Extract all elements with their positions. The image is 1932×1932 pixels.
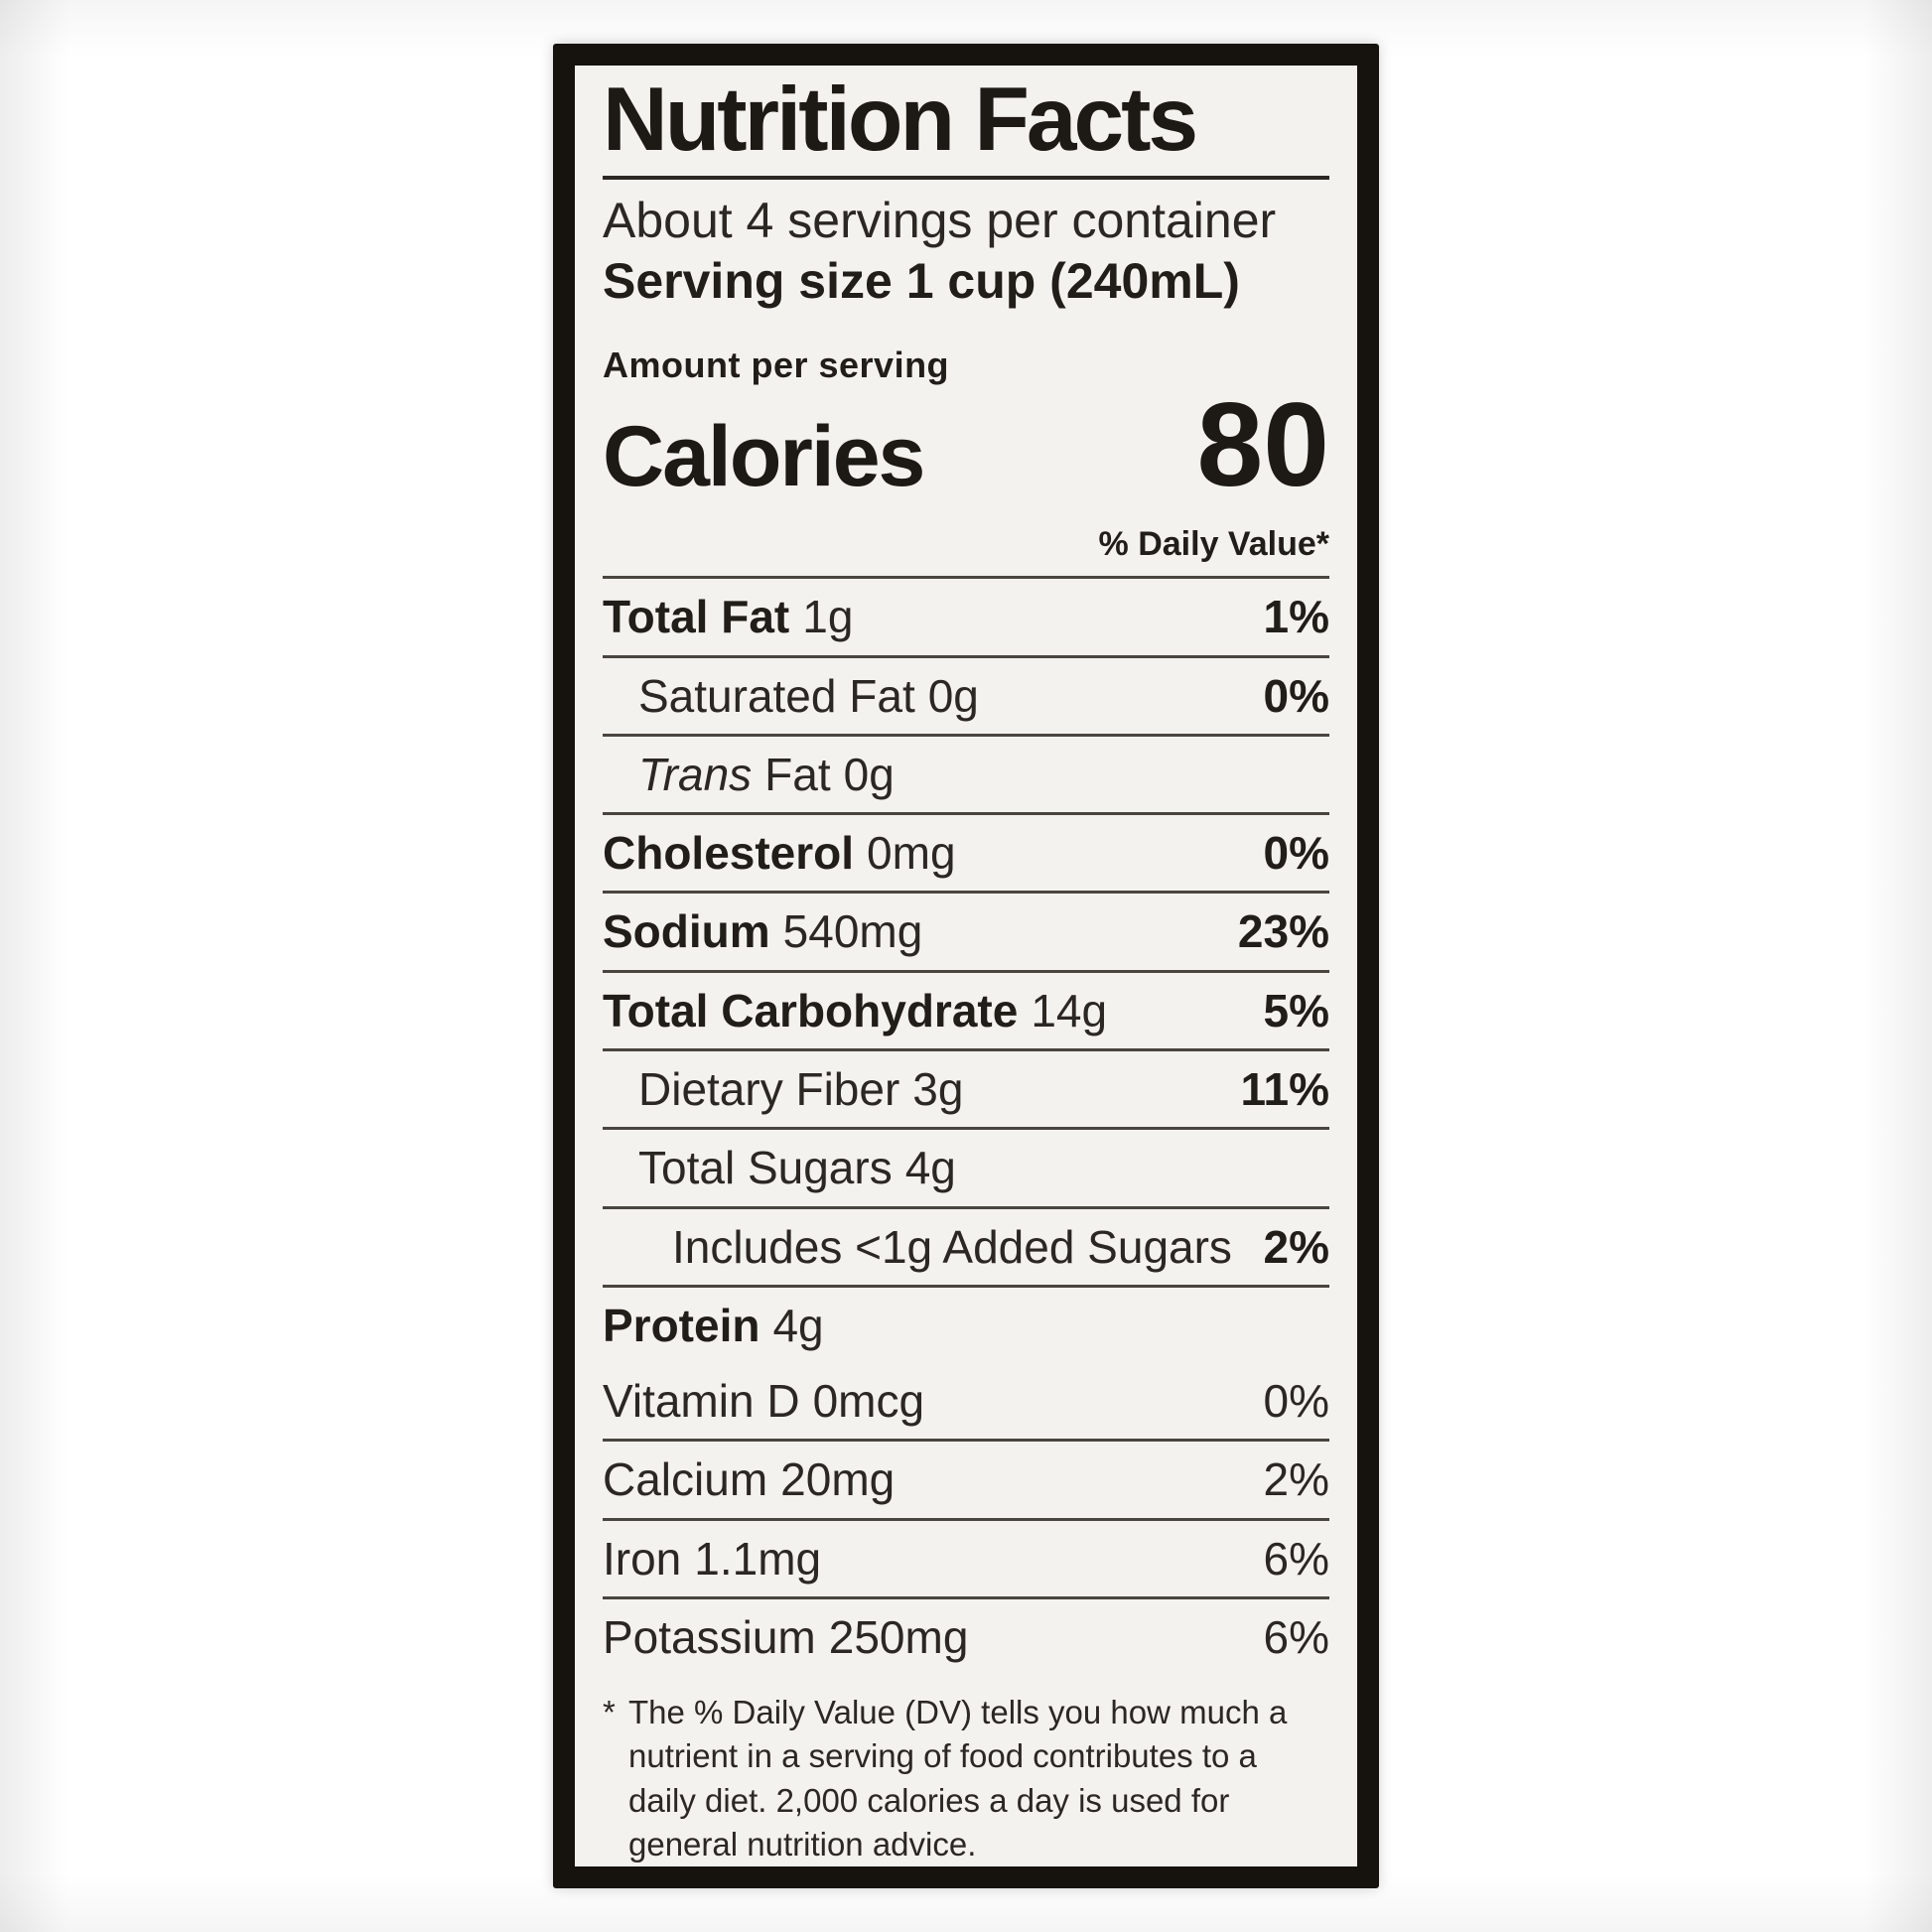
nutrient-dv: 5%: [1263, 984, 1329, 1036]
micronutrient-name: Calcium: [603, 1453, 768, 1506]
nutrient-row-protein: Protein 4g: [603, 1284, 1329, 1363]
nutrient-amount: 3g: [912, 1063, 964, 1116]
nutrient-dv: 11%: [1240, 1063, 1329, 1116]
nutrient-rows: Total Fat 1g 1% Saturated Fat 0g 0% Tran…: [603, 576, 1329, 1363]
nutrient-name: Total Fat: [603, 591, 790, 643]
nutrient-row-saturated-fat: Saturated Fat 0g 0%: [603, 654, 1329, 734]
micronutrient-dv: 6%: [1263, 1610, 1329, 1663]
nutrient-name: Saturated Fat: [638, 669, 915, 722]
nutrient-name: Protein: [603, 1299, 760, 1351]
nutrient-name-italic: Trans: [638, 748, 753, 800]
micronutrient-dv: 2%: [1263, 1453, 1329, 1506]
micronutrient-name: Potassium: [603, 1610, 816, 1663]
serving-size-label: Serving size: [603, 253, 893, 310]
nutrition-label-content: Nutrition Facts About 4 servings per con…: [575, 66, 1357, 1866]
calories-value: 80: [1196, 378, 1329, 512]
calories-label: Calories: [603, 409, 925, 505]
nutrient-amount: 0mg: [867, 827, 956, 880]
micronutrient-rows: Vitamin D 0mcg 0% Calcium 20mg 2% Iron: [603, 1363, 1329, 1675]
nutrient-dv: 0%: [1263, 827, 1329, 880]
micronutrient-row-iron: Iron 1.1mg 6%: [603, 1517, 1329, 1596]
nutrient-name: Sodium: [603, 905, 770, 958]
nutrient-amount: 0g: [927, 669, 979, 722]
micronutrient-amount: 250mg: [828, 1610, 969, 1663]
amount-per-serving-label: Amount per serving: [603, 345, 950, 386]
micronutrient-row-calcium: Calcium 20mg 2%: [603, 1439, 1329, 1517]
nutrient-amount: 540mg: [782, 905, 923, 958]
nutrient-row-cholesterol: Cholesterol 0mg 0%: [603, 812, 1329, 891]
calories-row: Calories 80: [603, 378, 1329, 512]
nutrient-dv: 2%: [1263, 1220, 1329, 1273]
micronutrient-amount: 0mcg: [812, 1375, 925, 1428]
nutrient-dv: 0%: [1263, 669, 1329, 722]
micronutrient-dv: 0%: [1263, 1375, 1329, 1428]
nutrient-dv: 1%: [1263, 591, 1329, 643]
serving-size-line: Serving size 1 cup (240mL): [603, 251, 1329, 311]
nutrient-row-sodium: Sodium 540mg 23%: [603, 891, 1329, 969]
micronutrient-amount: 1.1mg: [694, 1532, 822, 1585]
footnote-text: The % Daily Value (DV) tells you how muc…: [628, 1694, 1288, 1863]
nutrient-row-dietary-fiber: Dietary Fiber 3g 11%: [603, 1048, 1329, 1127]
footnote-asterisk: *: [603, 1694, 616, 1731]
micronutrient-amount: 20mg: [780, 1453, 896, 1506]
nutrient-amount: 4g: [772, 1299, 824, 1351]
servings-per-container: About 4 servings per container: [603, 192, 1277, 248]
daily-value-header: % Daily Value*: [1098, 525, 1329, 564]
nutrient-name: Total Sugars: [638, 1142, 893, 1194]
nutrient-row-total-sugars: Total Sugars 4g: [603, 1127, 1329, 1205]
serving-size-value: 1 cup (240mL): [905, 253, 1240, 310]
nutrient-name: Fat: [764, 748, 831, 800]
micronutrient-row-vitamin-d: Vitamin D 0mcg 0%: [603, 1363, 1329, 1439]
micronutrient-name: Vitamin D: [603, 1375, 800, 1428]
nutrient-name: Dietary Fiber: [638, 1063, 900, 1116]
nutrient-amount: 4g: [904, 1142, 956, 1194]
nutrition-label: Nutrition Facts About 4 servings per con…: [553, 44, 1379, 1888]
nutrient-row-total-fat: Total Fat 1g 1%: [603, 576, 1329, 654]
nutrient-amount: 14g: [1031, 984, 1108, 1036]
nutrient-name: Cholesterol: [603, 827, 855, 880]
micronutrient-row-potassium: Potassium 250mg 6%: [603, 1595, 1329, 1675]
nutrient-amount: 1g: [802, 591, 854, 643]
nutrient-name: Total Carbohydrate: [603, 984, 1019, 1036]
micronutrient-name: Iron: [603, 1532, 682, 1585]
nutrient-amount: 0g: [843, 748, 895, 800]
nutrient-row-trans-fat: Trans Fat 0g: [603, 733, 1329, 812]
daily-value-footnote: * The % Daily Value (DV) tells you how m…: [603, 1691, 1329, 1866]
nutrient-row-added-sugars: Includes <1g Added Sugars 2%: [603, 1205, 1329, 1285]
micronutrient-dv: 6%: [1263, 1532, 1329, 1585]
nutrient-row-total-carbohydrate: Total Carbohydrate 14g 5%: [603, 969, 1329, 1048]
nutrition-facts-title: Nutrition Facts: [603, 72, 1329, 180]
nutrient-dv: 23%: [1237, 905, 1329, 958]
nutrient-name: Includes <1g Added Sugars: [672, 1220, 1232, 1273]
